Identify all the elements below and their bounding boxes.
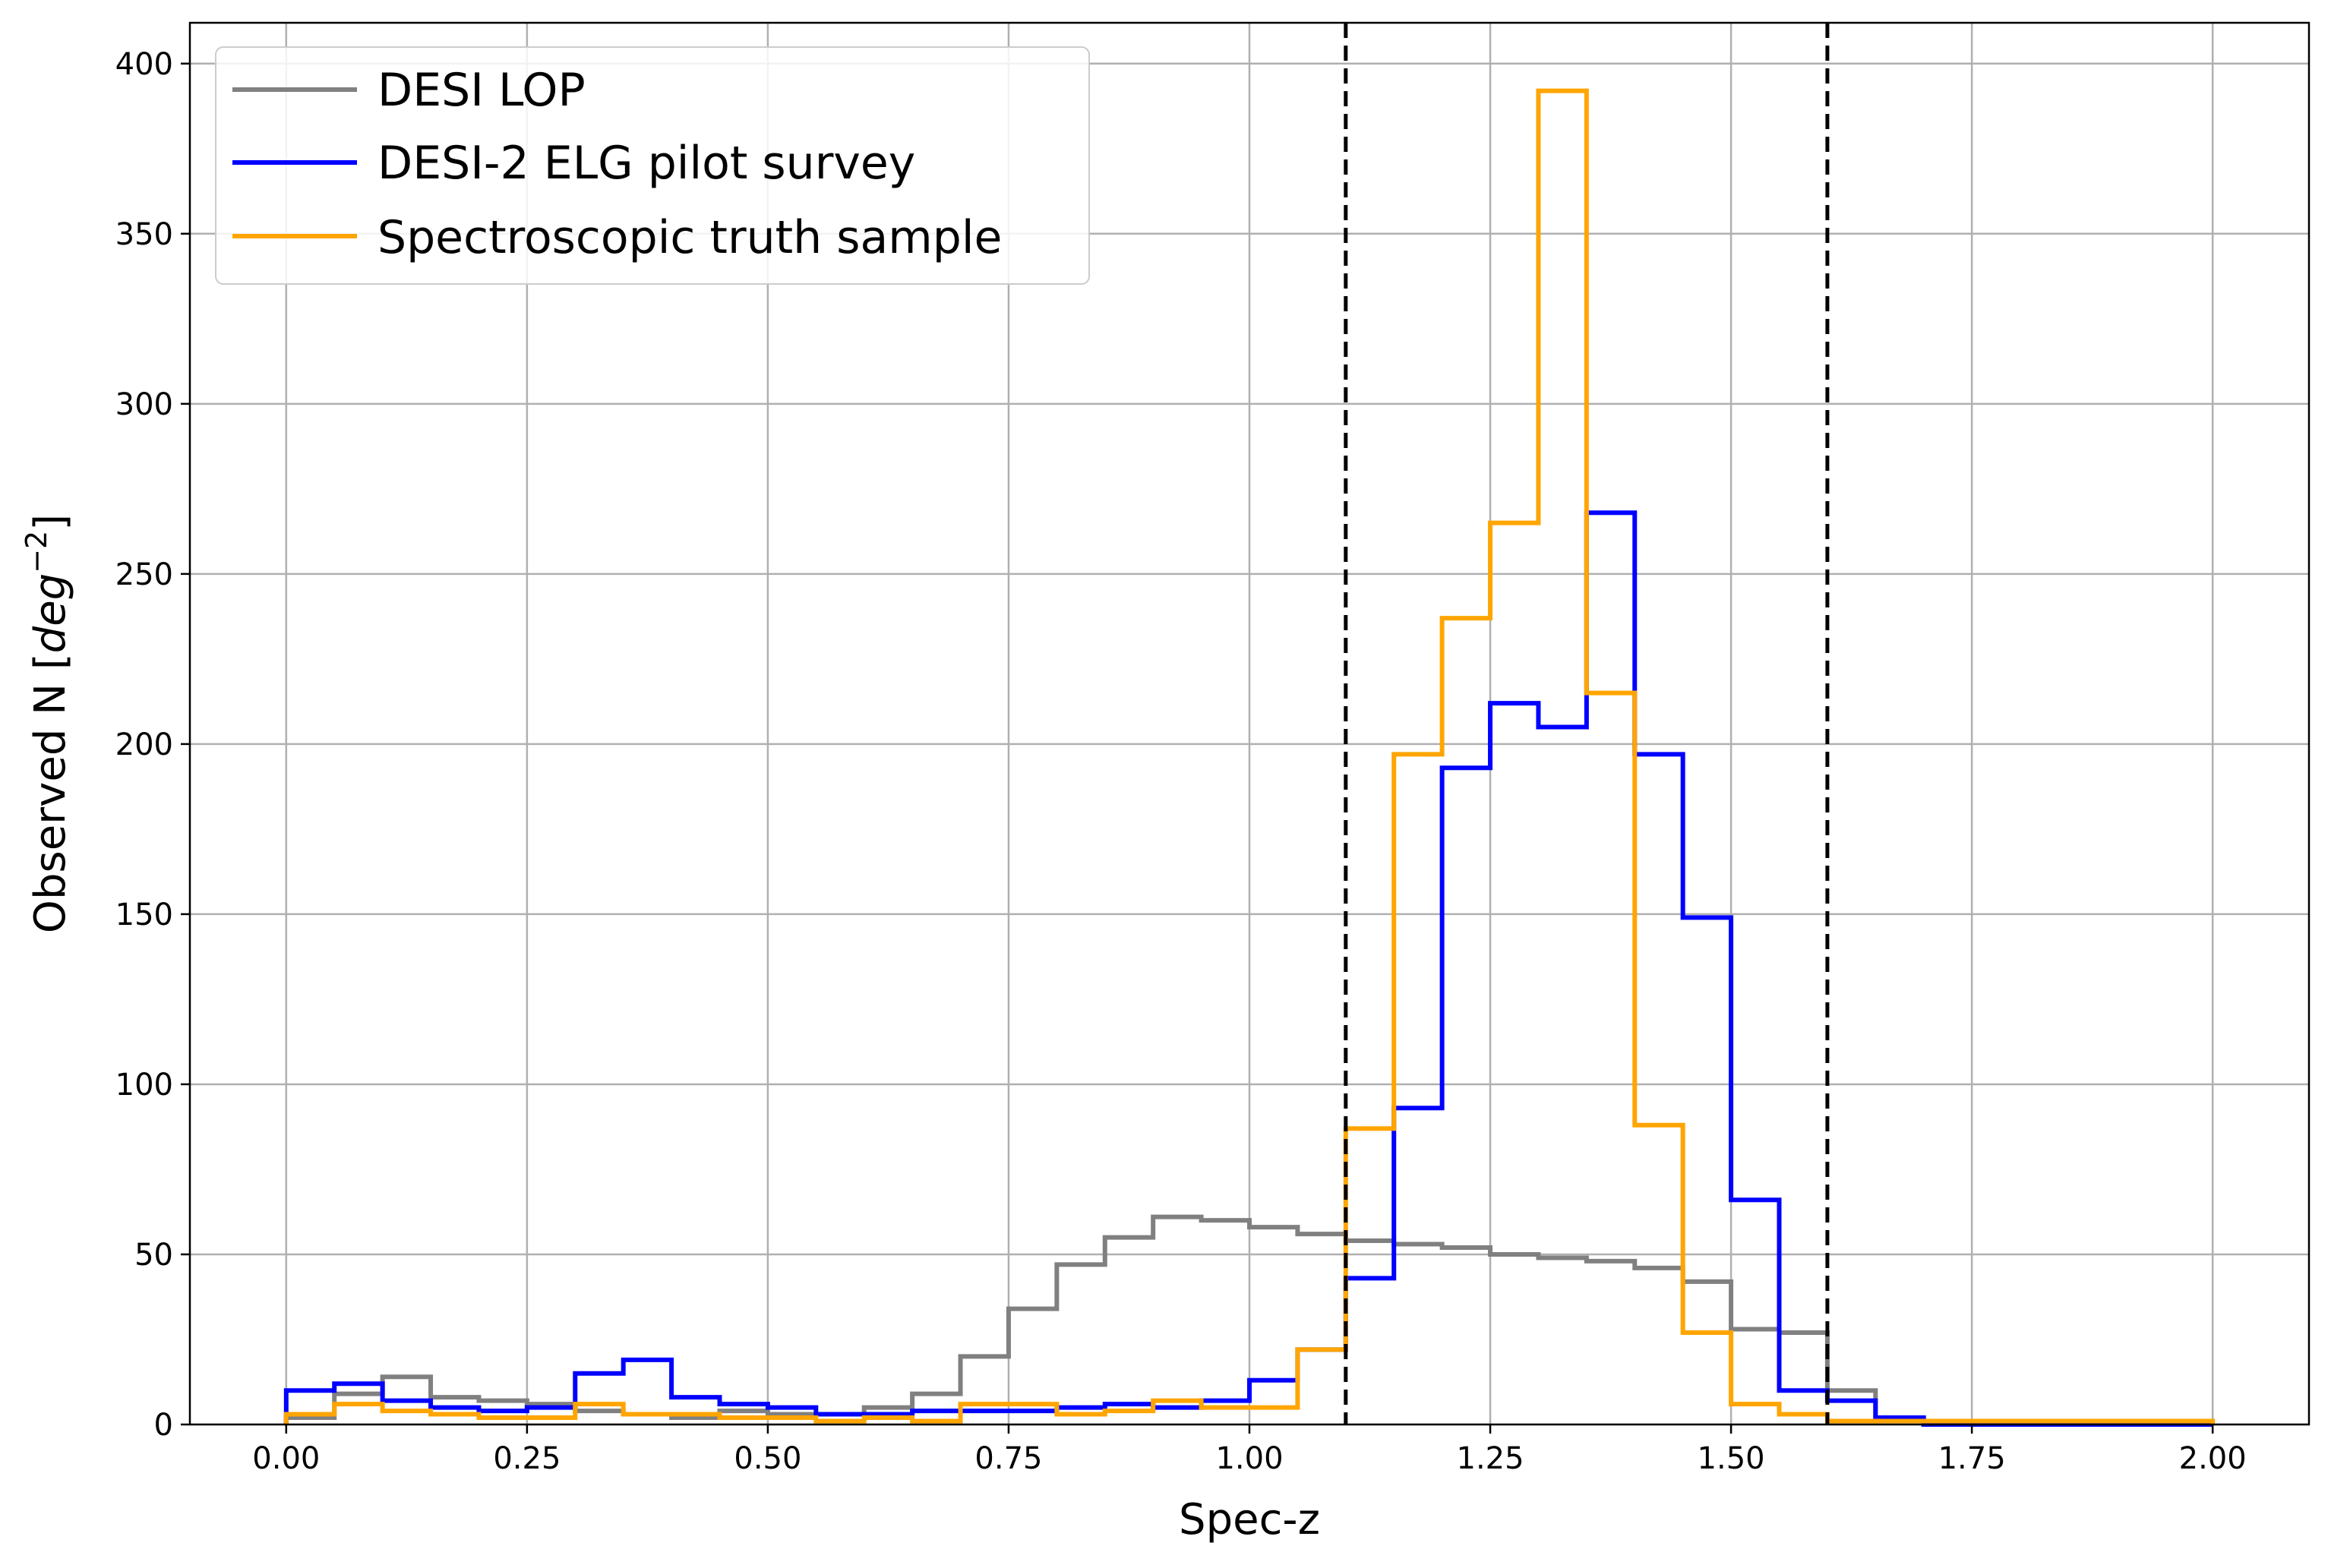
x-tick-label-5: 1.25 (1457, 1441, 1524, 1476)
legend: DESI LOP DESI-2 ELG pilot survey Spectro… (215, 46, 1090, 285)
x-tick-label-8: 2.00 (2179, 1441, 2247, 1476)
y-tick-label-2: 100 (115, 1068, 173, 1103)
reference-lines (1344, 23, 1830, 1424)
legend-label-elg: DESI-2 ELG pilot survey (377, 137, 915, 190)
y-tick-label-5: 250 (115, 557, 173, 592)
legend-box (215, 46, 1090, 285)
x-axis-label: Spec-z (1179, 1495, 1320, 1544)
x-tick-label-7: 1.75 (1938, 1441, 2006, 1476)
y-tick-label-6: 300 (115, 387, 173, 422)
legend-label-lop: DESI LOP (377, 64, 586, 117)
y-axis-ticks: 0 50 100 150 200 250 300 350 400 (115, 47, 190, 1443)
x-tick-label-4: 1.00 (1215, 1441, 1283, 1476)
y-tick-label-1: 50 (134, 1238, 173, 1273)
y-tick-label-0: 0 (154, 1408, 173, 1443)
y-axis-label: Observed N [deg−2] (20, 514, 75, 933)
y-tick-label-4: 200 (115, 727, 173, 762)
series-step-2 (283, 88, 2216, 1424)
x-tick-label-0: 0.00 (252, 1441, 320, 1476)
x-tick-label-1: 0.25 (493, 1441, 561, 1476)
x-tick-label-2: 0.50 (734, 1441, 801, 1476)
legend-label-truth: Spectroscopic truth sample (377, 211, 1002, 264)
y-tick-label-3: 150 (115, 898, 173, 932)
x-tick-label-6: 1.50 (1698, 1441, 1765, 1476)
series-group (283, 88, 2216, 1427)
y-tick-label-7: 350 (115, 217, 173, 252)
x-tick-label-3: 0.75 (974, 1441, 1042, 1476)
y-tick-label-8: 400 (115, 47, 173, 82)
x-axis-ticks: 0.00 0.25 0.50 0.75 1.00 1.25 1.50 1.75 2.00 (252, 1424, 2247, 1476)
